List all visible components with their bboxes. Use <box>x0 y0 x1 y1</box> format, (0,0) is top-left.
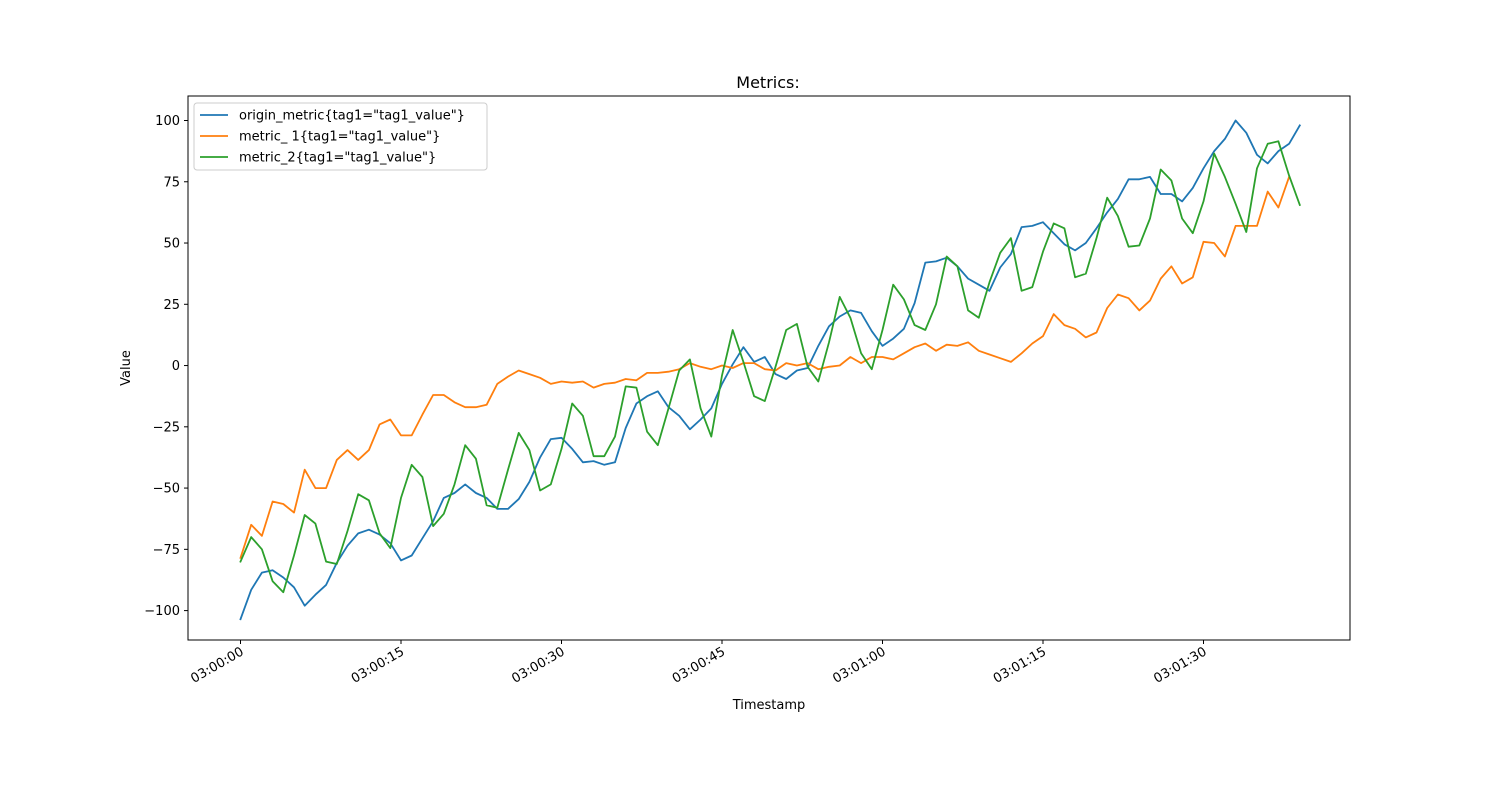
legend-label-3: metric_2{tag1="tag1_value"} <box>239 151 436 166</box>
x-tick-label: 03:01:30 <box>1151 644 1209 686</box>
y-tick-label: 75 <box>163 175 180 190</box>
x-tick-label: 03:00:30 <box>509 644 567 686</box>
x-axis: 03:00:00 03:00:15 03:00:30 03:00:45 03:01:00… <box>188 640 1210 687</box>
y-tick-label: 50 <box>163 237 180 252</box>
x-tick-label: 03:01:00 <box>830 644 888 686</box>
legend-box <box>193 102 488 171</box>
y-tick-label: 100 <box>155 114 180 129</box>
series-line-3 <box>239 140 1301 594</box>
x-tick-label: 03:00:45 <box>670 644 728 686</box>
y-tick-label: −75 <box>153 543 180 558</box>
legend-label-1: origin_metric{tag1="tag1_value"} <box>239 109 465 124</box>
legend: origin_metric{tag1="tag1_value"} metric_ … <box>193 102 488 171</box>
y-tick-label: −25 <box>153 420 180 435</box>
y-axis: −100 −75 −50 −25 0 25 50 75 100 <box>144 114 188 619</box>
y-tick-label: 0 <box>172 359 180 374</box>
legend-label-2: metric_ 1{tag1="tag1_value"} <box>239 130 440 145</box>
plot-area-frame <box>187 95 1351 641</box>
x-tick-label: 03:01:15 <box>991 644 1049 686</box>
x-tick-label: 03:00:00 <box>188 644 246 686</box>
series-line-2 <box>239 175 1291 560</box>
y-tick-label: −100 <box>144 604 180 619</box>
x-axis-title: Timestamp <box>732 698 806 713</box>
series-line-1 <box>239 119 1302 621</box>
y-tick-label: −50 <box>153 482 180 497</box>
series-lines <box>239 119 1302 621</box>
x-tick-label: 03:00:15 <box>349 644 407 686</box>
y-tick-label: 25 <box>163 298 180 313</box>
chart-title: Metrics: <box>736 73 799 92</box>
y-axis-title: Value <box>119 350 134 386</box>
